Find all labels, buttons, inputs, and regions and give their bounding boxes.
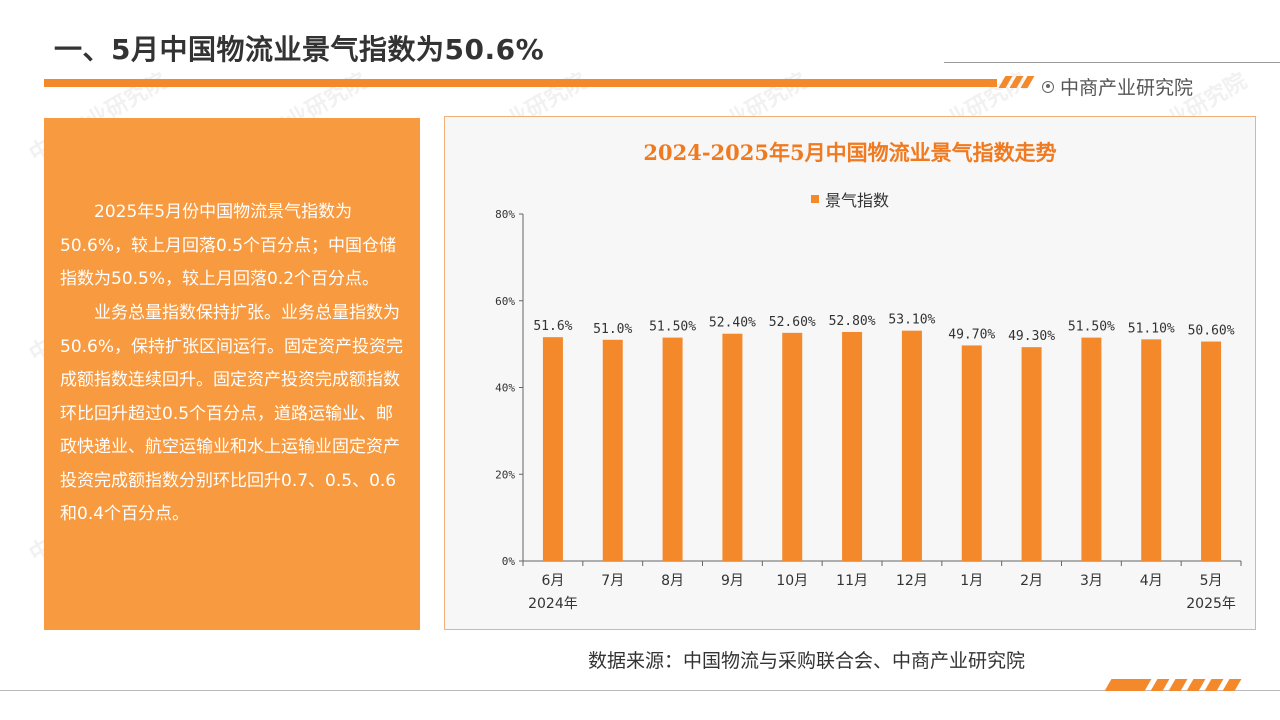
chart-title: 2024-2025年5月中国物流业景气指数走势 (643, 140, 1057, 165)
bar (842, 331, 863, 561)
x-tick-label: 11月 (836, 573, 868, 589)
chart-legend: 景气指数 (811, 187, 889, 211)
bar-value-label: 53.10% (888, 313, 935, 328)
x-tick-label: 8月 (661, 573, 684, 589)
x-tick-label: 12月 (896, 573, 928, 589)
bar (1201, 341, 1222, 561)
y-tick-label: 40% (495, 382, 515, 395)
bar-value-label: 52.40% (709, 316, 756, 331)
footer-divider (0, 690, 1280, 691)
bar (961, 345, 982, 561)
bar-value-label: 51.50% (1068, 320, 1115, 335)
x-tick-label: 6月 (541, 573, 564, 589)
bar (1081, 337, 1102, 561)
x-tick-label: 7月 (601, 573, 624, 589)
bar-value-label: 51.6% (533, 319, 572, 334)
bar (901, 330, 922, 561)
x-tick-label: 1月 (960, 573, 983, 589)
y-tick-label: 60% (495, 295, 515, 308)
bar (782, 332, 803, 561)
bar (1021, 347, 1042, 561)
summary-paragraph-1: 2025年5月份中国物流景气指数为50.6%，较上月回落0.5个百分点；中国仓储… (60, 202, 397, 289)
x-year-label: 2025年 (1186, 596, 1236, 612)
bar-value-label: 51.0% (593, 322, 632, 337)
brand-logo: 中商产业研究院 (1042, 73, 1193, 100)
bar-value-label: 51.50% (649, 320, 696, 335)
bar (1141, 339, 1162, 561)
x-tick-label: 4月 (1140, 573, 1163, 589)
bar-value-label: 51.10% (1128, 321, 1175, 336)
header-divider (944, 62, 1280, 63)
x-tick-label: 3月 (1080, 573, 1103, 589)
bar-value-label: 52.80% (829, 314, 876, 329)
bar (722, 333, 743, 561)
x-tick-label: 10月 (776, 573, 808, 589)
bar-value-label: 49.70% (948, 327, 995, 342)
bar (602, 339, 623, 561)
x-tick-label: 2月 (1020, 573, 1043, 589)
y-tick-label: 20% (495, 468, 515, 481)
x-tick-label: 9月 (721, 573, 744, 589)
bar (662, 337, 683, 561)
bar-chart: 0% 20% 40% 60% 80% 51.6% 6月 2024年 51.0% 7月 51.50% 8… (495, 208, 1242, 612)
bar-value-label: 50.60% (1188, 324, 1235, 339)
target-icon (1042, 80, 1054, 93)
bar-value-label: 49.30% (1008, 329, 1055, 344)
y-tick-label: 80% (495, 208, 515, 221)
chart-panel: 2024-2025年5月中国物流业景气指数走势 景气指数 0% 20% 40% 60%… (444, 116, 1256, 630)
title-accent-bar (44, 79, 997, 87)
data-source: 数据来源：中国物流与采购联合会、中商产业研究院 (588, 650, 1026, 672)
x-year-label: 2024年 (528, 596, 578, 612)
x-tick-label: 5月 (1200, 573, 1223, 589)
bar (542, 337, 563, 561)
bar-value-label: 52.60% (769, 315, 816, 330)
legend-swatch (811, 195, 819, 203)
page-title: 一、5月中国物流业景气指数为50.6% (54, 33, 545, 66)
y-tick-label: 0% (502, 555, 516, 568)
legend-label: 景气指数 (825, 191, 890, 210)
summary-paragraph-2: 业务总量指数保持扩张。业务总量指数为50.6%，保持扩张区间运行。固定资产投资完… (60, 303, 404, 524)
footer-stripes-decoration (1104, 679, 1248, 691)
brand-name: 中商产业研究院 (1060, 77, 1194, 99)
header-stripes-decoration (998, 76, 1035, 88)
summary-panel: 2025年5月份中国物流景气指数为50.6%，较上月回落0.5个百分点；中国仓储… (44, 118, 420, 630)
